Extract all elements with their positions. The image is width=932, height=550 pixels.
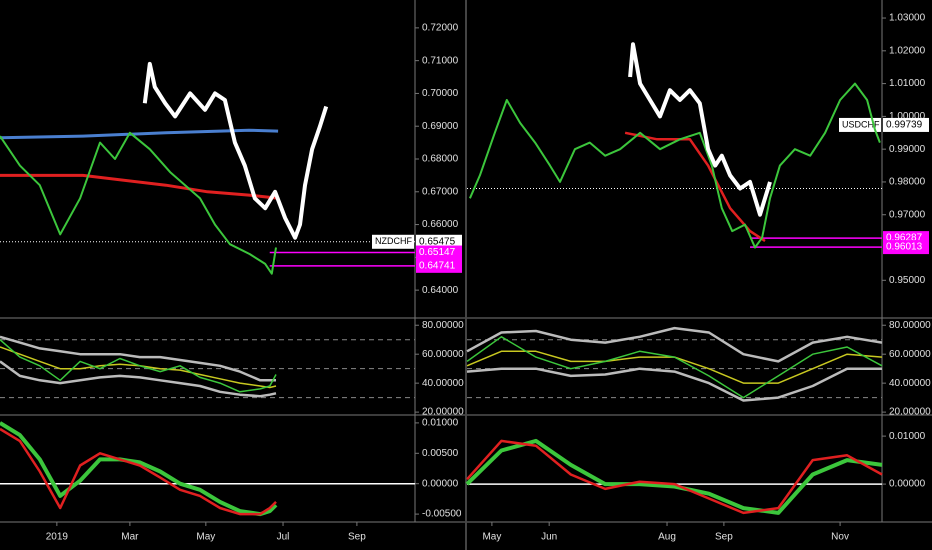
series-line xyxy=(0,346,277,389)
price-label-box xyxy=(416,234,462,249)
series-line xyxy=(0,339,277,393)
y-tick-label: 0.95000 xyxy=(889,275,926,286)
y-tick-label: 0.01000 xyxy=(422,418,459,429)
y-tick-label: 0.66000 xyxy=(422,219,459,230)
x-tick-label: Sep xyxy=(348,532,366,543)
x-tick-label: Mar xyxy=(121,532,139,543)
y-tick-label: 0.00000 xyxy=(422,478,459,489)
price-label: 0.65147 xyxy=(419,247,456,258)
y-tick-label: 0.99000 xyxy=(889,144,926,155)
series-line xyxy=(466,439,883,515)
x-tick-label: May xyxy=(196,532,215,543)
series-line xyxy=(0,360,277,398)
y-tick-label: 0.69000 xyxy=(422,121,459,132)
y-tick-label: 40.00000 xyxy=(889,378,931,389)
y-tick-label: 60.00000 xyxy=(889,349,931,360)
series-line xyxy=(624,131,766,243)
y-tick-label: 40.00000 xyxy=(422,378,464,389)
symbol-label-box xyxy=(839,117,881,132)
series-line xyxy=(0,128,279,140)
y-tick-label: -0.00500 xyxy=(422,509,462,520)
x-tick-label: 2019 xyxy=(46,532,69,543)
price-label-box xyxy=(883,240,929,255)
series-line xyxy=(465,438,883,515)
y-tick-label: 1.03000 xyxy=(889,13,926,24)
y-tick-label: 0.67000 xyxy=(422,186,459,197)
x-tick-label: Sep xyxy=(715,532,733,543)
x-tick-label: Nov xyxy=(831,532,849,543)
y-tick-label: 80.00000 xyxy=(889,320,931,331)
series-line xyxy=(466,336,883,399)
series-line xyxy=(0,335,276,382)
series-line xyxy=(0,131,277,275)
y-tick-label: 0.00000 xyxy=(889,479,926,490)
symbol-label: USDCHF xyxy=(842,119,880,129)
series-line xyxy=(142,61,329,240)
y-tick-label: 0.97000 xyxy=(889,209,926,220)
y-tick-label: 0.00500 xyxy=(422,448,459,459)
y-tick-label: 1.02000 xyxy=(889,45,926,56)
y-tick-label: 1.01000 xyxy=(889,78,926,89)
series-line xyxy=(466,326,883,363)
x-tick-label: Jun xyxy=(541,532,557,543)
price-label: 0.99739 xyxy=(886,120,923,131)
series-line xyxy=(468,82,881,249)
price-label: 0.96013 xyxy=(886,242,923,253)
series-line xyxy=(0,427,277,516)
price-label: 0.96287 xyxy=(886,233,923,244)
price-label: 0.65475 xyxy=(419,236,456,247)
price-label-box xyxy=(883,117,929,132)
price-label-box xyxy=(416,258,462,273)
y-tick-label: 0.71000 xyxy=(422,55,459,66)
y-tick-label: 80.00000 xyxy=(422,320,464,331)
y-tick-label: 0.72000 xyxy=(422,23,459,34)
y-tick-label: 0.70000 xyxy=(422,88,459,99)
y-tick-label: 0.01000 xyxy=(889,431,926,442)
y-tick-label: 0.98000 xyxy=(889,177,926,188)
y-tick-label: 60.00000 xyxy=(422,349,464,360)
symbol-label-box xyxy=(372,234,414,249)
y-tick-label: 20.00000 xyxy=(889,407,931,418)
y-tick-label: 1.00000 xyxy=(889,111,926,122)
price-label: 0.64741 xyxy=(419,260,456,271)
series-line xyxy=(0,421,278,517)
series-line xyxy=(466,367,882,402)
x-tick-label: May xyxy=(482,532,501,543)
chart-divider xyxy=(465,0,467,550)
price-label-box xyxy=(416,245,462,260)
x-tick-label: Jul xyxy=(277,532,290,543)
x-tick-label: Aug xyxy=(658,532,676,543)
y-tick-label: 20.00000 xyxy=(422,407,464,418)
series-line xyxy=(628,42,772,217)
y-tick-label: 0.64000 xyxy=(422,285,459,296)
y-tick-label: 0.68000 xyxy=(422,154,459,165)
symbol-label: NZDCHF xyxy=(375,236,412,246)
